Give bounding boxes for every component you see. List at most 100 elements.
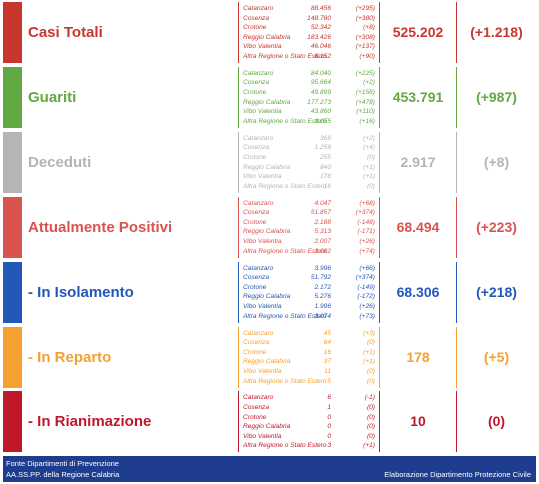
province-name: Vibo Valentia <box>243 302 282 310</box>
province-name: Altra Regione o Stato Estero <box>243 377 327 385</box>
province-name: Catanzaro <box>243 394 274 402</box>
province-value: 0 <box>327 432 331 440</box>
province-delta: (0) <box>366 153 375 161</box>
province-value: 3.082 <box>314 247 331 255</box>
province-name: Reggio Calabria <box>243 358 291 366</box>
province-value: 255 <box>319 153 331 161</box>
row: Deceduti Catanzaro 369 (+2) Cosenza 1.259 (+4)… <box>0 131 539 193</box>
province-value: 16 <box>323 182 331 190</box>
province-name: Reggio Calabria <box>243 423 291 431</box>
province-delta: (-149) <box>357 283 375 291</box>
province-delta: (0) <box>366 182 375 190</box>
province-delta: (+295) <box>355 5 375 12</box>
province-panel: Catanzaro 4.047 (+68) Cosenza 51.857 (+374) Cr… <box>238 196 380 258</box>
province-value: 51.792 <box>310 274 331 282</box>
province-value: 2.007 <box>314 238 331 246</box>
province-name: Cosenza <box>243 209 270 217</box>
province-value: 369 <box>319 134 331 142</box>
color-bar <box>3 261 22 323</box>
province-value: 5.276 <box>314 293 331 301</box>
province-value: 64 <box>323 339 331 347</box>
province-name: Catanzaro <box>243 5 274 12</box>
province-value: 11 <box>324 367 331 375</box>
province-delta: (0) <box>366 377 375 385</box>
total: 525.202 <box>392 24 444 40</box>
province-name: Cosenza <box>243 144 270 152</box>
province-delta: (+308) <box>355 33 375 41</box>
province-name: Crotone <box>243 283 267 291</box>
province-value: 16 <box>323 348 331 356</box>
province-name: Vibo Valentia <box>243 238 282 246</box>
province-delta: (+110) <box>356 108 375 116</box>
province-name: Cosenza <box>243 79 270 87</box>
province-delta: (+3) <box>363 329 375 337</box>
total: 68.494 <box>396 218 440 235</box>
province-value: 1 <box>327 403 331 411</box>
province-panel: Catanzaro 88.456 (+295) Cosenza 148.780 (+380… <box>238 2 380 63</box>
province-name: Reggio Calabria <box>243 98 291 106</box>
province-name: Catanzaro <box>243 329 274 337</box>
province-value: 6 <box>327 394 331 402</box>
province-delta: (0) <box>366 367 375 375</box>
province-value: 1.259 <box>314 144 331 152</box>
province-delta: (+26) <box>359 238 375 246</box>
province-name: Altra Regione o Stato Estero <box>243 442 327 450</box>
province-name: Reggio Calabria <box>243 228 291 236</box>
province-delta: (+8) <box>363 24 375 32</box>
province-value: 177.273 <box>307 98 331 106</box>
row-label: - In Isolamento <box>28 283 134 301</box>
row-label: - In Rianimazione <box>28 413 152 431</box>
province-delta: (0) <box>366 423 375 431</box>
province-delta: (+1) <box>363 173 375 181</box>
row-label: - In Reparto <box>28 348 112 366</box>
total-delta: (+8) <box>456 131 536 193</box>
province-value: 148.780 <box>307 14 331 22</box>
province-name: Reggio Calabria <box>243 163 291 171</box>
total: 178 <box>406 348 430 365</box>
province-delta: (0) <box>366 403 375 411</box>
province-value: 52.342 <box>310 24 331 32</box>
row: - In Isolamento Catanzaro 3.996 (+66) Cosenz… <box>0 261 539 323</box>
row: Casi Totali Catanzaro 88.456 (+295) Cosenza 1… <box>0 2 539 63</box>
province-delta: (+73) <box>359 312 375 320</box>
province-value: 43.860 <box>310 108 331 116</box>
province-panel: Catanzaro 3.996 (+66) Cosenza 51.792 (+374) Cr… <box>238 261 380 323</box>
province-delta: (+4) <box>363 144 375 152</box>
province-delta: (+1) <box>363 163 375 171</box>
province-delta: (-171) <box>357 228 375 236</box>
province-value: 5 <box>327 377 331 385</box>
province-delta: (+137) <box>355 43 375 51</box>
province-name: Reggio Calabria <box>243 293 291 301</box>
total-delta: (+5) <box>456 326 536 388</box>
province-panel: Catanzaro 84.040 (+225) Cosenza 95.664 (+2) Cr… <box>238 66 380 128</box>
total-delta: (+223) <box>456 196 536 258</box>
province-delta: (+68) <box>359 199 375 207</box>
province-value: 0 <box>327 413 331 421</box>
province-delta: (+1) <box>363 348 375 356</box>
credit: Elaborazione Dipartimento Protezione Civ… <box>384 470 531 479</box>
province-name: Vibo Valentia <box>243 43 282 51</box>
province-name: Crotone <box>243 348 267 356</box>
province-name: Catanzaro <box>243 134 274 142</box>
province-delta: (+74) <box>359 247 375 255</box>
province-delta: (+2) <box>363 79 375 87</box>
province-value: 88.456 <box>310 5 331 12</box>
province-value: 178 <box>319 173 331 181</box>
province-value: 46.046 <box>310 43 331 51</box>
footer: Fonte Dipartimenti di Prevenzione AA.SS.… <box>3 456 536 482</box>
province-name: Catanzaro <box>243 69 274 77</box>
province-delta: (+1) <box>363 358 375 366</box>
province-delta: (+66) <box>359 264 375 272</box>
province-delta: (0) <box>366 339 375 347</box>
province-delta: (-172) <box>357 293 375 301</box>
province-value: 51.857 <box>310 209 331 217</box>
province-value: 0 <box>327 423 331 431</box>
province-name: Vibo Valentia <box>243 108 282 116</box>
row-label: Attualmente Positivi <box>28 218 173 236</box>
province-value: 95.664 <box>310 79 331 87</box>
province-name: Vibo Valentia <box>243 432 282 440</box>
color-bar <box>3 66 22 128</box>
province-value: 45 <box>323 329 331 337</box>
province-delta: (-148) <box>357 218 375 226</box>
